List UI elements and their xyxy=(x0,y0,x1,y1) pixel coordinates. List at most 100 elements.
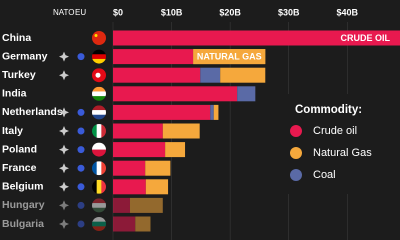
bar-segment xyxy=(165,142,186,158)
row: Belgium xyxy=(2,179,169,195)
nato-icon xyxy=(59,163,69,174)
row: Turkey xyxy=(2,67,266,83)
legend-swatch xyxy=(290,147,302,159)
bar-segment xyxy=(135,216,151,232)
bar-segment xyxy=(113,160,146,176)
legend-label: Crude oil xyxy=(313,125,357,137)
row: China xyxy=(2,30,400,46)
row: France xyxy=(2,160,171,176)
flag-stripe xyxy=(92,114,106,120)
flag-stripe xyxy=(92,54,106,60)
category-label: Belgium xyxy=(2,181,43,193)
bar-segment xyxy=(113,49,194,65)
legend-label: Natural Gas xyxy=(313,147,372,159)
flag-star xyxy=(94,34,98,37)
bar-segment xyxy=(213,104,219,120)
category-label: Germany xyxy=(2,50,48,62)
bar-segment xyxy=(113,197,130,213)
nato-icon xyxy=(59,200,69,211)
flag-stripe xyxy=(92,124,97,138)
x-tick-label: $10B xyxy=(161,7,183,17)
eu-icon xyxy=(77,146,85,154)
annotation: CRUDE OIL xyxy=(341,33,391,43)
flag-stripe xyxy=(92,179,97,194)
row: India xyxy=(2,86,256,102)
bar-segment xyxy=(113,104,211,120)
header-label: EU xyxy=(75,8,86,17)
flag-stripe xyxy=(92,217,106,222)
row: Hungary xyxy=(2,197,163,213)
row: Bulgaria xyxy=(2,216,151,232)
bar-segment xyxy=(220,67,266,83)
flag-stripe xyxy=(92,68,106,76)
category-label: Hungary xyxy=(2,199,45,211)
bar-segment xyxy=(113,216,136,232)
legend-swatch xyxy=(290,125,302,137)
flag-stripe xyxy=(92,203,106,209)
category-label: China xyxy=(2,32,31,44)
eu-icon xyxy=(77,53,85,61)
bar-segment xyxy=(200,67,221,83)
category-label: Turkey xyxy=(2,69,36,81)
legend-label: Coal xyxy=(313,169,336,181)
eu-icon xyxy=(77,201,85,209)
x-tick-label: $20B xyxy=(219,7,241,17)
flag-crescent xyxy=(95,72,101,78)
row: Poland xyxy=(2,142,186,158)
x-tick-label: $30B xyxy=(278,7,300,17)
eu-icon xyxy=(77,127,85,135)
category-label: Italy xyxy=(2,125,23,137)
x-tick-label: $40B xyxy=(337,7,359,17)
category-label: France xyxy=(2,162,37,174)
flag-stripe xyxy=(92,226,106,231)
flag-stripe xyxy=(92,49,106,55)
bar-segment xyxy=(129,197,163,213)
bar-segment xyxy=(237,86,256,102)
header-label: NATO xyxy=(53,8,74,17)
eu-icon xyxy=(77,220,85,228)
nato-icon xyxy=(59,107,69,118)
category-label: Netherlands xyxy=(2,106,63,118)
bar-segment xyxy=(113,142,166,158)
bar-segment xyxy=(113,86,238,102)
flag-stripe xyxy=(101,179,106,194)
flag-stripe xyxy=(92,142,106,150)
bar-segment xyxy=(113,30,400,46)
nato-icon xyxy=(59,51,69,62)
flag-stripe xyxy=(96,179,102,194)
nato-icon xyxy=(59,126,69,136)
category-label: Poland xyxy=(2,143,37,155)
legend-swatch xyxy=(290,169,302,181)
flag-stripe xyxy=(92,110,106,116)
flag-stripe xyxy=(101,124,106,138)
flag-stripe xyxy=(92,38,106,45)
eu-icon xyxy=(77,183,85,191)
flag-stripe xyxy=(92,58,106,64)
nato-icon xyxy=(59,70,69,81)
eu-icon xyxy=(77,164,85,172)
flag-stripe xyxy=(92,75,106,83)
flag-stripe xyxy=(92,198,106,204)
category-label: India xyxy=(2,88,27,100)
bar-segment xyxy=(210,104,214,120)
x-tick-label: $0 xyxy=(113,7,123,17)
bar-segment xyxy=(145,160,171,176)
bar-segment xyxy=(113,67,201,83)
flag-stripe xyxy=(92,207,106,213)
row: Italy xyxy=(2,123,200,139)
flag-stripe xyxy=(92,221,106,227)
bar-segment xyxy=(162,123,200,139)
flag-stripe xyxy=(92,149,106,157)
flag-stripe xyxy=(92,105,106,111)
flag-stripe xyxy=(92,91,106,97)
row: Netherlands xyxy=(2,104,219,120)
annotation-bg xyxy=(193,49,266,65)
annotation: NATURAL GAS xyxy=(197,51,262,61)
legend-title: Commodity: xyxy=(295,104,362,116)
nato-icon xyxy=(59,219,69,229)
flag-stripe xyxy=(96,124,102,138)
category-label: Bulgaria xyxy=(2,218,44,230)
nato-icon xyxy=(59,144,69,155)
bar-segment xyxy=(113,179,146,195)
